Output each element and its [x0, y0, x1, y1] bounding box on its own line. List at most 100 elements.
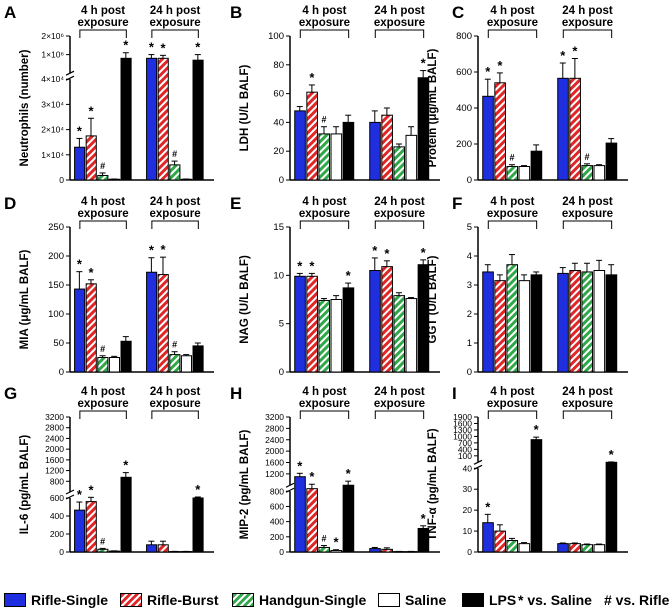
bar-handgun-single	[506, 264, 519, 373]
group-label: 24 h post	[374, 196, 425, 208]
group-label: exposure	[487, 208, 538, 220]
significance-star: *	[88, 265, 94, 280]
significance-star: *	[334, 535, 340, 550]
bar-saline	[593, 165, 606, 181]
bar-rifle-burst	[569, 270, 581, 373]
y-tick-label: 1600	[265, 458, 284, 468]
y-tick-label: 2800	[45, 423, 64, 433]
group-label: 4 h post	[81, 5, 125, 17]
bar-rifle-burst	[85, 501, 97, 553]
y-tick-label: 600	[456, 67, 472, 78]
y-tick-label: 600	[270, 501, 284, 511]
group-label: 24 h post	[562, 386, 613, 398]
significance-star: *	[372, 243, 378, 258]
panel-letter-g: G	[4, 384, 17, 403]
legend-label-handgun-single: Handgun-Single	[259, 592, 367, 608]
legend: Rifle-Single Rifle-Burst Handgun-Single …	[0, 588, 669, 612]
bar-rifle-burst	[569, 77, 581, 181]
group-label: exposure	[299, 17, 350, 29]
y-tick-label: 3×10⁴	[41, 99, 64, 109]
group-label: 4 h post	[490, 5, 534, 17]
significance-star: *	[77, 487, 83, 502]
group-label: exposure	[78, 17, 129, 29]
legend-note-saline: * vs. Saline	[518, 592, 592, 608]
panel-c: C Protein (μg/mL BALF) 0 200 400 600 800 4 h po…	[427, 3, 628, 186]
bar-rifle-single	[369, 121, 381, 181]
panel-letter-c: C	[452, 3, 464, 22]
significance-star: *	[485, 64, 491, 79]
significance-star: *	[160, 242, 166, 257]
y-tick-label: 2×10⁴	[41, 125, 64, 135]
bar-rifle-single	[482, 522, 494, 553]
significance-star: *	[497, 58, 503, 73]
bar-rifle-single	[146, 57, 158, 181]
y-axis-label: GGT (U/L BALF)	[427, 255, 439, 343]
significance-star: *	[309, 469, 315, 484]
y-tick-label: 0	[279, 547, 284, 557]
y-tick-label: 400	[456, 103, 472, 114]
group-bracket	[487, 220, 538, 229]
bar-saline	[108, 357, 121, 373]
y-tick-label: 1	[467, 338, 472, 349]
y-tick-label: 1300	[453, 425, 472, 435]
group-label: 24 h post	[150, 196, 201, 208]
legend-rifle-burst: Rifle-Burst	[120, 592, 219, 608]
axis-break-mark	[285, 482, 295, 488]
significance-star: *	[149, 40, 155, 55]
bar-rifle-single	[294, 476, 306, 553]
y-tick-label: 150	[48, 280, 64, 291]
group-label: 4 h post	[81, 386, 125, 398]
legend-lps: LPS	[462, 592, 516, 608]
bar-rifle-single	[294, 110, 306, 181]
y-tick-label: 20	[463, 505, 473, 515]
significance-hash: #	[172, 149, 177, 159]
significance-hash: #	[321, 115, 326, 125]
significance-star: *	[88, 103, 94, 118]
y-tick-label: 400	[270, 517, 284, 527]
group-label: 24 h post	[374, 5, 425, 17]
axis-break-mark	[65, 70, 75, 76]
significance-hash: #	[100, 161, 105, 171]
y-tick-label: 1900	[453, 412, 472, 422]
y-tick-label: 1000	[453, 431, 472, 441]
group-label: exposure	[150, 208, 201, 220]
bar-handgun-single	[318, 546, 331, 553]
y-tick-label: 200	[456, 139, 472, 150]
y-tick-label: 1600	[453, 418, 472, 428]
panel-letter-i: I	[452, 384, 457, 403]
y-tick-label: 50	[53, 338, 64, 349]
y-tick-label: 1×10⁶	[41, 50, 64, 60]
significance-star: *	[421, 245, 427, 260]
bar-lps	[342, 484, 355, 553]
bar-rifle-single	[74, 509, 86, 553]
legend-label-rifle-single: Rifle-Single	[31, 592, 109, 608]
legend-label-lps: LPS	[489, 592, 517, 608]
y-tick-label: 800	[456, 31, 472, 42]
bar-handgun-single	[97, 357, 109, 373]
group-label: exposure	[487, 17, 538, 29]
bar-handgun-single	[581, 544, 594, 553]
group-label: exposure	[78, 398, 129, 410]
group-bracket	[487, 410, 538, 419]
legend-swatch-handgun-single	[232, 593, 254, 607]
bar-rifle-single	[369, 548, 381, 553]
panel-letter-a: A	[4, 3, 16, 22]
group-bracket	[562, 410, 613, 419]
y-tick-label: 2	[467, 309, 472, 320]
y-tick-label: 100	[268, 31, 284, 42]
group-label: exposure	[374, 17, 425, 29]
bar-lps	[605, 142, 618, 181]
bar-saline	[330, 133, 343, 181]
bar-rifle-burst	[306, 488, 318, 553]
y-tick-label: 0	[467, 367, 472, 378]
bar-rifle-single	[557, 77, 569, 181]
y-tick-label: 1×10⁴	[41, 150, 64, 160]
y-axis-label: Protein (μg/mL BALF)	[427, 49, 439, 168]
significance-hash: #	[100, 344, 105, 354]
bar-handgun-single	[506, 539, 519, 553]
y-tick-label: 400	[458, 444, 472, 454]
significance-star: *	[297, 458, 303, 473]
bar-lps	[120, 476, 132, 553]
bar-saline	[330, 549, 343, 553]
bar-rifle-burst	[381, 266, 393, 373]
